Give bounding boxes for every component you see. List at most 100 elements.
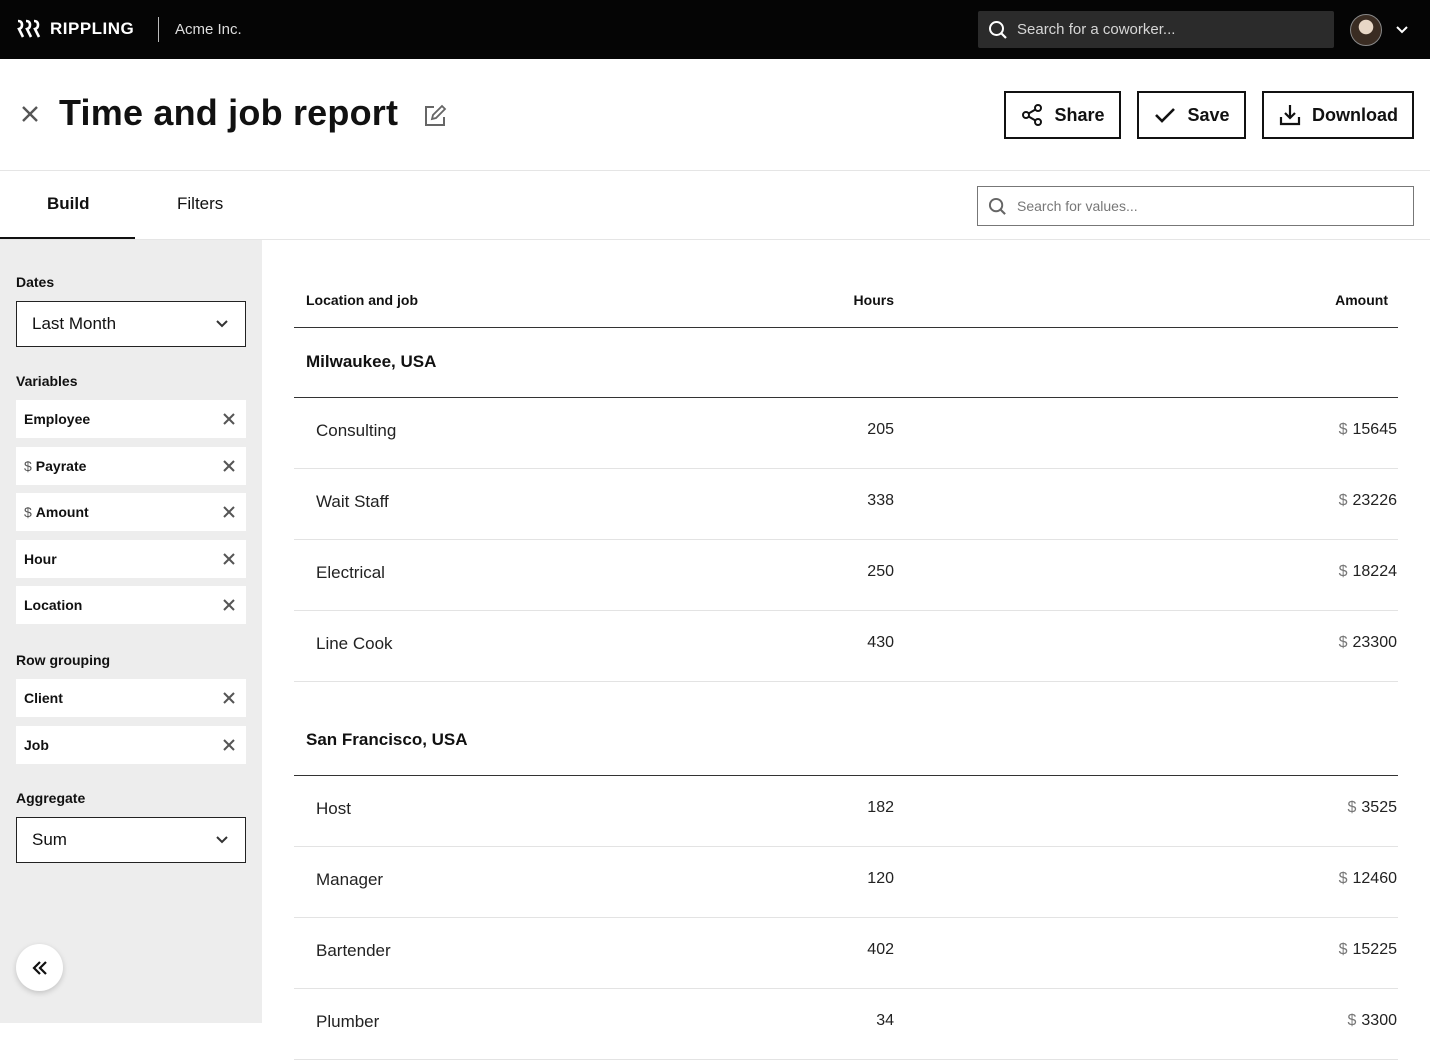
coworker-search[interactable]: [978, 11, 1334, 48]
chevron-down-icon[interactable]: [1394, 22, 1410, 38]
table-row[interactable]: Bartender 402 $15225: [294, 917, 1398, 988]
search-icon: [988, 197, 1006, 215]
user-avatar[interactable]: [1350, 14, 1382, 46]
table-row[interactable]: Line Cook 430 $23300: [294, 610, 1398, 681]
hours-cell: 338: [867, 492, 894, 509]
remove-icon[interactable]: [223, 599, 235, 611]
amount-cell: $23300: [1194, 634, 1397, 652]
job-cell: Electrical: [316, 563, 385, 582]
remove-icon[interactable]: [223, 413, 235, 425]
currency-symbol: $: [1347, 799, 1357, 816]
group-rule: [294, 775, 1398, 776]
chip-employee[interactable]: Employee: [16, 400, 246, 438]
group-title: San Francisco, USA: [306, 730, 468, 749]
check-icon: [1155, 108, 1176, 123]
amount-value: 23300: [1352, 634, 1398, 651]
row-divider: [294, 988, 1398, 989]
chip-location[interactable]: Location: [16, 586, 246, 624]
value-search[interactable]: [977, 186, 1414, 226]
tab-filters[interactable]: Filters: [177, 194, 224, 213]
edit-icon[interactable]: [423, 104, 447, 128]
aggregate-select[interactable]: Sum: [16, 817, 246, 863]
value-search-input[interactable]: [1017, 198, 1397, 214]
currency-symbol: $: [1338, 563, 1348, 580]
job-cell: Wait Staff: [316, 492, 389, 511]
coworker-search-input[interactable]: [1017, 21, 1317, 38]
hours-cell: 182: [867, 799, 894, 816]
header-rule: [294, 327, 1398, 328]
remove-icon[interactable]: [223, 459, 235, 472]
chip-client[interactable]: Client: [16, 679, 246, 717]
share-button[interactable]: Share: [1004, 91, 1121, 139]
share-icon: [1022, 104, 1043, 126]
hours-cell: 205: [867, 421, 894, 438]
amount-value: 3300: [1361, 1012, 1397, 1029]
tabs-divider: [0, 239, 1430, 240]
job-cell: Line Cook: [316, 634, 393, 653]
chip-label: Employee: [24, 411, 91, 427]
table-row[interactable]: Electrical 250 $18224: [294, 539, 1398, 610]
table-row[interactable]: Host 182 $3525: [294, 775, 1398, 846]
currency-symbol: $: [1338, 870, 1348, 887]
row-divider: [294, 539, 1398, 540]
chip-label: Hour: [24, 550, 57, 567]
amount-value: 12460: [1352, 870, 1398, 887]
chip-payrate[interactable]: $ Payrate: [16, 446, 246, 485]
amount-value: 23226: [1352, 492, 1398, 509]
dates-label: Dates: [16, 274, 55, 290]
chip-label: Location: [24, 597, 83, 613]
currency-symbol: $: [24, 457, 32, 474]
download-button[interactable]: Download: [1262, 91, 1414, 139]
save-button[interactable]: Save: [1137, 91, 1246, 139]
table-row[interactable]: Consulting 205 $15645: [294, 397, 1398, 468]
amount-cell: $18224: [1194, 563, 1397, 581]
chip-hour[interactable]: Hour: [16, 539, 246, 578]
tab-build[interactable]: Build: [47, 194, 90, 213]
aggregate-value: Sum: [32, 830, 67, 849]
top-navigation-bar: RIPPLING Acme Inc.: [0, 0, 1430, 59]
row-divider: [294, 610, 1398, 611]
chip-label: Job: [24, 737, 49, 753]
table-row[interactable]: Plumber 34 $3300: [294, 988, 1398, 1059]
column-header-location-job[interactable]: Location and job: [306, 292, 418, 308]
amount-cell: $23226: [1194, 492, 1397, 510]
amount-value: 3525: [1361, 799, 1397, 816]
remove-icon[interactable]: [223, 506, 235, 518]
save-label: Save: [1187, 104, 1230, 125]
double-chevron-left-icon: [31, 960, 47, 975]
group-rule: [294, 397, 1398, 398]
amount-cell: $15225: [1194, 941, 1397, 959]
close-icon[interactable]: [20, 104, 40, 124]
chip-label: Payrate: [35, 457, 87, 474]
brand-name: RIPPLING: [50, 19, 135, 38]
column-header-amount[interactable]: Amount: [1335, 292, 1388, 308]
remove-icon[interactable]: [223, 692, 235, 704]
company-name[interactable]: Acme Inc.: [175, 21, 242, 38]
row-divider: [294, 468, 1398, 469]
rippling-logo-icon: [16, 19, 42, 39]
aggregate-label: Aggregate: [16, 790, 86, 806]
job-cell: Host: [316, 799, 351, 818]
chip-job[interactable]: Job: [16, 726, 246, 764]
remove-icon[interactable]: [223, 552, 235, 565]
hours-cell: 120: [867, 870, 894, 887]
currency-symbol: $: [24, 504, 32, 520]
variables-label: Variables: [16, 373, 78, 389]
amount-value: 15225: [1352, 941, 1398, 958]
chip-amount[interactable]: $ Amount: [16, 493, 246, 531]
remove-icon[interactable]: [223, 739, 235, 751]
report-builder-sidebar: Dates Last Month Variables Row grouping …: [0, 240, 262, 1023]
search-icon: [989, 20, 1007, 39]
collapse-sidebar-button[interactable]: [16, 944, 63, 991]
chip-label: Client: [24, 690, 63, 706]
download-label: Download: [1312, 104, 1398, 125]
row-divider: [294, 917, 1398, 918]
hours-cell: 250: [867, 563, 894, 580]
dates-select[interactable]: Last Month: [16, 301, 246, 347]
column-header-hours[interactable]: Hours: [853, 292, 894, 308]
hours-cell: 34: [876, 1012, 894, 1029]
brand[interactable]: RIPPLING: [16, 19, 134, 39]
table-row[interactable]: Manager 120 $12460: [294, 846, 1398, 917]
download-icon: [1279, 105, 1301, 126]
table-row[interactable]: Wait Staff 338 $23226: [294, 468, 1398, 539]
